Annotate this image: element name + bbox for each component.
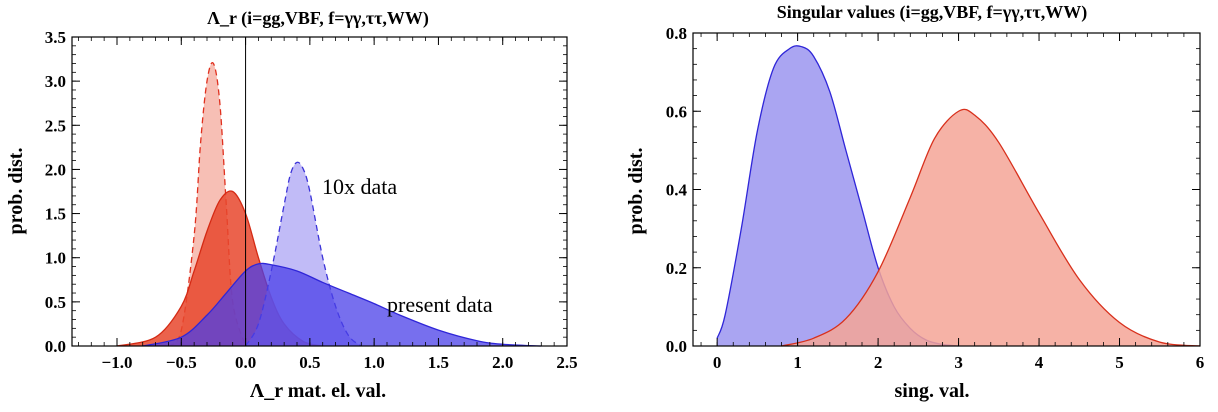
right-xtick-label: 6 (1196, 353, 1205, 372)
right-ytick-label: 0.0 (666, 337, 687, 356)
left-ticks: −1.0 −0.5 0.0 0.5 1.0 1.5 2.0 2.5 0.0 0.5 1.0 1.5 2.… (45, 28, 578, 372)
right-ytick-label: 0.2 (666, 259, 687, 278)
left-xtick-label: 1.5 (428, 353, 449, 372)
left-ytick-label: 2.5 (45, 116, 66, 135)
left-xtick-label: −1.0 (102, 353, 133, 372)
left-ytick-label: 3.5 (45, 28, 66, 47)
left-series-layer (116, 61, 542, 347)
right-xtick-label: 3 (954, 353, 963, 372)
left-ytick-label: 0.0 (45, 337, 66, 356)
right-series-layer (716, 45, 1201, 347)
left-chart-title: Λ_r (i=gg,VBF, f=γγ,ττ,WW) (207, 8, 429, 29)
right-series-1-area (781, 109, 1200, 346)
left-x-axis-label: Λ_r mat. el. val. (250, 380, 386, 402)
right-ytick-label: 0.6 (666, 102, 687, 121)
left-xtick-label: 1.0 (364, 353, 385, 372)
left-ytick-label: 2.0 (45, 160, 66, 179)
right-x-axis-label: sing. val. (894, 380, 969, 402)
right-ytick-label: 0.8 (666, 24, 687, 43)
right-chart-title: Singular values (i=gg,VBF, f=γγ,ττ,WW) (777, 2, 1087, 23)
left-y-axis-label: prob. dist. (5, 148, 27, 235)
right-xtick-label: 5 (1115, 353, 1124, 372)
right-ytick-label: 0.4 (666, 181, 688, 200)
left-xtick-label: 2.5 (556, 353, 577, 372)
chart-right: 0 1 2 3 4 5 6 0.0 0.2 0.4 0.6 0.8 Singular values (… (625, 2, 1204, 402)
right-series-1-line (781, 108, 1201, 347)
left-plot-frame (71, 36, 568, 347)
left-ytick-label: 3.0 (45, 72, 66, 91)
right-xtick-label: 2 (874, 353, 883, 372)
left-xtick-label: 0.0 (235, 353, 256, 372)
right-y-axis-label: prob. dist. (625, 148, 647, 235)
right-xtick-label: 1 (793, 353, 802, 372)
left-xtick-label: 0.5 (299, 353, 320, 372)
left-ytick-label: 0.5 (45, 293, 66, 312)
left-xtick-label: −0.5 (166, 353, 197, 372)
right-series-0-area (717, 45, 959, 347)
right-xtick-label: 4 (1035, 353, 1044, 372)
annotation-10x-data: 10x data (322, 174, 397, 199)
annotation-present-data: present data (387, 292, 493, 317)
right-xtick-label: 0 (713, 353, 722, 372)
left-series-3-line (142, 262, 542, 347)
left-ytick-label: 1.5 (45, 205, 66, 224)
chart-left: −1.0 −0.5 0.0 0.5 1.0 1.5 2.0 2.5 0.0 0.5 1.0 1.5 2.… (5, 8, 578, 402)
left-xtick-label: 2.0 (492, 353, 513, 372)
left-ytick-label: 1.0 (45, 249, 66, 268)
left-series-3-area (142, 263, 542, 346)
right-ticks: 0 1 2 3 4 5 6 0.0 0.2 0.4 0.6 0.8 (666, 24, 1205, 372)
